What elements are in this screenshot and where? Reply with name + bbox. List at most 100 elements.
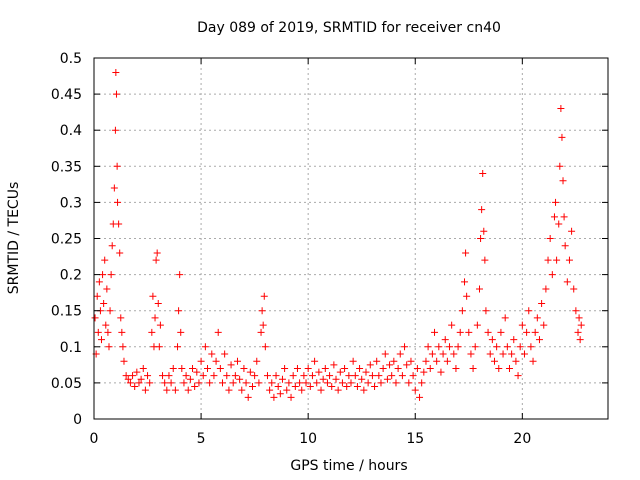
data-point xyxy=(126,379,134,387)
data-point xyxy=(236,375,244,383)
data-point xyxy=(345,372,353,380)
data-point xyxy=(568,227,576,235)
data-point xyxy=(555,220,563,228)
data-point xyxy=(148,328,156,336)
data-point xyxy=(197,357,205,365)
data-point xyxy=(201,343,209,351)
data-point xyxy=(420,368,428,376)
data-point xyxy=(518,321,526,329)
data-point xyxy=(501,314,509,322)
data-point xyxy=(300,372,308,380)
data-point xyxy=(251,372,259,380)
data-point xyxy=(462,249,470,257)
data-point xyxy=(575,314,583,322)
data-point xyxy=(368,372,376,380)
data-point xyxy=(465,328,473,336)
y-tick-label: 0.25 xyxy=(51,232,82,248)
data-point xyxy=(212,357,220,365)
data-point xyxy=(563,278,571,286)
data-point xyxy=(461,278,469,286)
data-point xyxy=(93,292,101,300)
data-point xyxy=(366,361,374,369)
data-point xyxy=(328,383,336,391)
data-point xyxy=(116,249,124,257)
data-point xyxy=(525,307,533,315)
data-point xyxy=(356,364,364,372)
data-point xyxy=(439,350,447,358)
data-point xyxy=(527,343,535,351)
data-point xyxy=(482,307,490,315)
data-point xyxy=(223,372,231,380)
data-point xyxy=(165,372,173,380)
data-point xyxy=(473,321,481,329)
data-point xyxy=(210,372,218,380)
data-point xyxy=(398,372,406,380)
data-point xyxy=(561,242,569,250)
data-point xyxy=(101,256,109,264)
data-point xyxy=(505,364,513,372)
data-point xyxy=(283,386,291,394)
data-point xyxy=(576,336,584,344)
data-point xyxy=(540,321,548,329)
data-point xyxy=(115,220,123,228)
data-point xyxy=(409,372,417,380)
data-point xyxy=(486,350,494,358)
data-point xyxy=(308,372,316,380)
data-point xyxy=(184,386,192,394)
data-point xyxy=(341,364,349,372)
data-point xyxy=(392,379,400,387)
x-tick-label: 5 xyxy=(197,431,206,447)
data-point xyxy=(155,343,163,351)
data-point xyxy=(102,321,110,329)
data-point xyxy=(178,364,186,372)
data-point xyxy=(112,68,120,76)
data-point xyxy=(317,386,325,394)
data-point xyxy=(548,271,556,279)
data-point xyxy=(371,383,379,391)
data-point xyxy=(229,379,237,387)
data-points xyxy=(91,68,585,401)
data-point xyxy=(403,361,411,369)
data-point xyxy=(103,285,111,293)
data-point xyxy=(246,368,254,376)
data-point xyxy=(276,390,284,398)
data-point xyxy=(383,375,391,383)
data-point xyxy=(471,343,479,351)
data-point xyxy=(542,285,550,293)
data-point xyxy=(193,368,201,376)
data-point xyxy=(422,357,430,365)
data-point xyxy=(572,307,580,315)
data-point xyxy=(560,213,568,221)
data-point xyxy=(495,364,503,372)
data-point xyxy=(454,343,462,351)
data-point xyxy=(338,379,346,387)
data-point xyxy=(154,299,162,307)
y-tick-label: 0.35 xyxy=(51,159,82,175)
data-point xyxy=(559,177,567,185)
data-point xyxy=(364,379,372,387)
data-point xyxy=(133,368,141,376)
data-point xyxy=(535,336,543,344)
data-point xyxy=(484,328,492,336)
data-point xyxy=(401,343,409,351)
data-point xyxy=(552,198,560,206)
data-point xyxy=(531,328,539,336)
data-point xyxy=(476,285,483,293)
data-point xyxy=(424,343,432,351)
data-point xyxy=(112,90,120,98)
data-point xyxy=(94,328,102,336)
data-point xyxy=(529,357,537,365)
data-point xyxy=(546,235,554,242)
data-point xyxy=(426,364,434,372)
data-point xyxy=(153,249,161,257)
data-point xyxy=(296,379,304,387)
data-point xyxy=(169,364,177,372)
data-point xyxy=(124,375,132,383)
data-point xyxy=(233,357,241,365)
data-point xyxy=(456,328,464,336)
data-point xyxy=(177,328,185,336)
data-point xyxy=(97,336,105,344)
data-point xyxy=(488,336,496,344)
data-point xyxy=(336,368,344,376)
data-point xyxy=(441,336,449,344)
